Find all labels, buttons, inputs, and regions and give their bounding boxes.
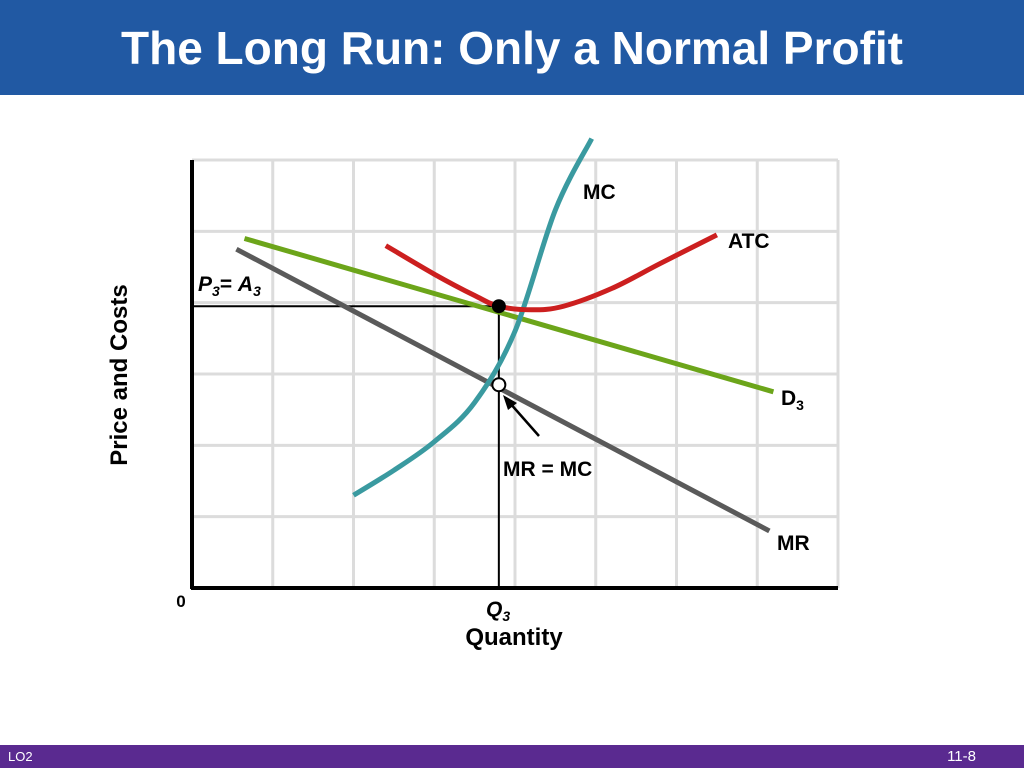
title-bar: The Long Run: Only a Normal Profit bbox=[0, 0, 1024, 95]
y-tick-label-p3: P3= A3 bbox=[198, 273, 261, 299]
y-axis-label: Price and Costs bbox=[106, 284, 133, 465]
mr-mc-intersection-point bbox=[491, 377, 507, 393]
equilibrium-guides bbox=[192, 305, 500, 588]
demand-curve-label: D3 bbox=[781, 387, 804, 413]
chart-markers bbox=[491, 299, 507, 393]
equilibrium-point bbox=[491, 299, 506, 314]
slide-title: The Long Run: Only a Normal Profit bbox=[121, 22, 903, 74]
mc-curve bbox=[352, 137, 594, 498]
x-axis-label: Quantity bbox=[465, 624, 563, 651]
annotation-arrow bbox=[503, 395, 540, 437]
learning-objective-label: LO2 bbox=[8, 749, 33, 764]
atc-curve-label: ATC bbox=[728, 230, 770, 253]
footer-bar: LO2 11-8 bbox=[0, 745, 1024, 768]
atc-curve bbox=[384, 232, 719, 313]
slide-number: 11-8 bbox=[947, 748, 976, 765]
origin-label: 0 bbox=[176, 592, 185, 611]
chart-axes bbox=[190, 160, 838, 590]
x-tick-label-q3: Q3 bbox=[486, 598, 510, 624]
mr-equals-mc-annotation: MR = MC bbox=[503, 458, 592, 481]
chart: Price and Costs Quantity 0 Q3 P3= A3 MC … bbox=[106, 137, 840, 651]
chart-grid bbox=[190, 158, 840, 590]
mr-curve-label: MR bbox=[777, 532, 810, 555]
d-curve bbox=[243, 236, 775, 395]
mc-curve-label: MC bbox=[583, 181, 616, 204]
